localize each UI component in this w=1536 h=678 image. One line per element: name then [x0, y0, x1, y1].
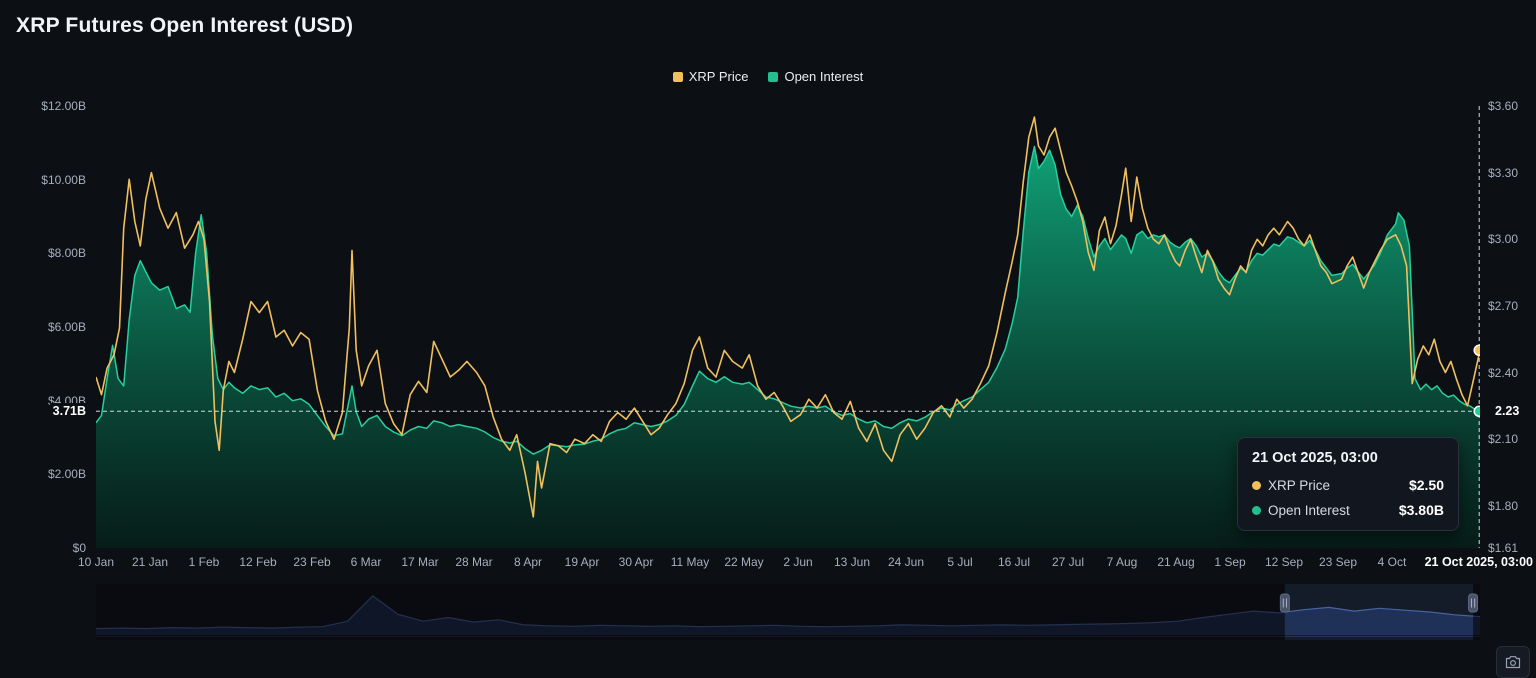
left-axis-tick: $0	[73, 541, 86, 555]
x-axis: 10 Jan 21 Jan 1 Feb 12 Feb 23 Feb 6 Mar 17 Mar…	[0, 555, 1536, 571]
right-axis-tick: $2.70	[1488, 299, 1518, 313]
tooltip-title: 21 Oct 2025, 03:00	[1252, 450, 1444, 466]
oi-marker-dot	[1474, 406, 1480, 416]
screenshot-button[interactable]	[1496, 646, 1530, 678]
legend-item-xrp-price[interactable]: XRP Price	[673, 69, 749, 84]
tooltip-label-xrp-price: XRP Price	[1268, 478, 1330, 493]
x-axis-tick: 10 Jan	[78, 555, 114, 569]
x-axis-tick: 17 Mar	[401, 555, 438, 569]
xrp-price-dot-icon	[1252, 481, 1261, 490]
x-axis-tick: 12 Feb	[239, 555, 276, 569]
open-interest-swatch-icon	[768, 72, 778, 82]
x-axis-tick: 28 Mar	[455, 555, 492, 569]
x-axis-tick: 23 Sep	[1319, 555, 1357, 569]
x-axis-tick: 24 Jun	[888, 555, 924, 569]
legend-item-open-interest[interactable]: Open Interest	[768, 69, 863, 84]
right-axis-tick: $3.00	[1488, 232, 1518, 246]
x-axis-tick: 22 May	[724, 555, 763, 569]
navigator-svg[interactable]	[96, 584, 1480, 640]
x-axis-tick: 7 Aug	[1107, 555, 1138, 569]
x-axis-tick: 21 Aug	[1157, 555, 1194, 569]
chart-panel: { "title": "XRP Futures Open Interest (U…	[0, 0, 1536, 664]
x-axis-tick: 12 Sep	[1265, 555, 1303, 569]
legend-label-open-interest: Open Interest	[784, 69, 863, 84]
x-axis-tick: 27 Jul	[1052, 555, 1084, 569]
navigator-handle-right[interactable]	[1469, 594, 1478, 612]
x-axis-tick: 2 Jun	[783, 555, 812, 569]
x-axis-tick: 21 Jan	[132, 555, 168, 569]
x-axis-tick: 16 Jul	[998, 555, 1030, 569]
x-axis-tick: 5 Jul	[947, 555, 972, 569]
right-axis-tick: $1.80	[1488, 499, 1518, 513]
left-axis-tick: $2.00B	[48, 467, 86, 481]
x-axis-tick: 6 Mar	[351, 555, 382, 569]
left-axis-tick: $12.00B	[41, 99, 86, 113]
tooltip-value-open-interest: $3.80B	[1399, 502, 1444, 518]
tooltip-row-xrp-price: XRP Price $2.50	[1252, 477, 1444, 493]
right-axis-tick: $2.40	[1488, 366, 1518, 380]
right-axis-tick: $3.30	[1488, 166, 1518, 180]
camera-icon	[1505, 655, 1521, 669]
open-interest-dot-icon	[1252, 506, 1261, 515]
price-marker-dot	[1474, 345, 1480, 355]
crosshair-x-label: 21 Oct 2025, 03:00	[1423, 555, 1535, 569]
tooltip: 21 Oct 2025, 03:00 XRP Price $2.50 Open …	[1237, 437, 1459, 531]
x-axis-tick: 4 Oct	[1378, 555, 1407, 569]
left-axis-tick: $8.00B	[48, 246, 86, 260]
navigator-handle-left[interactable]	[1280, 594, 1289, 612]
crosshair-right-axis-label: 2.23	[1492, 403, 1522, 419]
chart-title: XRP Futures Open Interest (USD)	[16, 14, 353, 38]
left-axis: $0$2.00B$4.00B$6.00B$8.00B$10.00B$12.00B	[0, 106, 90, 548]
x-axis-tick: 23 Feb	[293, 555, 330, 569]
x-axis-tick: 1 Sep	[1214, 555, 1245, 569]
x-axis-tick: 30 Apr	[619, 555, 654, 569]
right-axis-tick: $3.60	[1488, 99, 1518, 113]
navigator[interactable]	[96, 584, 1480, 640]
x-axis-tick: 19 Apr	[565, 555, 600, 569]
tooltip-row-open-interest: Open Interest $3.80B	[1252, 502, 1444, 518]
x-axis-tick: 1 Feb	[189, 555, 220, 569]
legend-label-xrp-price: XRP Price	[689, 69, 749, 84]
right-axis-tick: $2.10	[1488, 432, 1518, 446]
tooltip-value-xrp-price: $2.50	[1409, 477, 1444, 493]
right-axis: $1.61$1.80$2.10$2.40$2.70$3.00$3.30$3.60	[1486, 106, 1536, 548]
navigator-mask-left	[96, 584, 1285, 640]
x-axis-tick: 11 May	[671, 555, 709, 569]
left-axis-tick: $6.00B	[48, 320, 86, 334]
left-axis-tick: $10.00B	[41, 173, 86, 187]
navigator-selection[interactable]	[1285, 584, 1473, 640]
right-axis-tick: $1.61	[1488, 541, 1518, 555]
x-axis-tick: 8 Apr	[514, 555, 542, 569]
tooltip-label-open-interest: Open Interest	[1268, 503, 1350, 518]
x-axis-tick: 13 Jun	[834, 555, 870, 569]
crosshair-oi-label: 3.71B	[50, 403, 89, 419]
legend: XRP Price Open Interest	[0, 69, 1536, 84]
xrp-price-swatch-icon	[673, 72, 683, 82]
